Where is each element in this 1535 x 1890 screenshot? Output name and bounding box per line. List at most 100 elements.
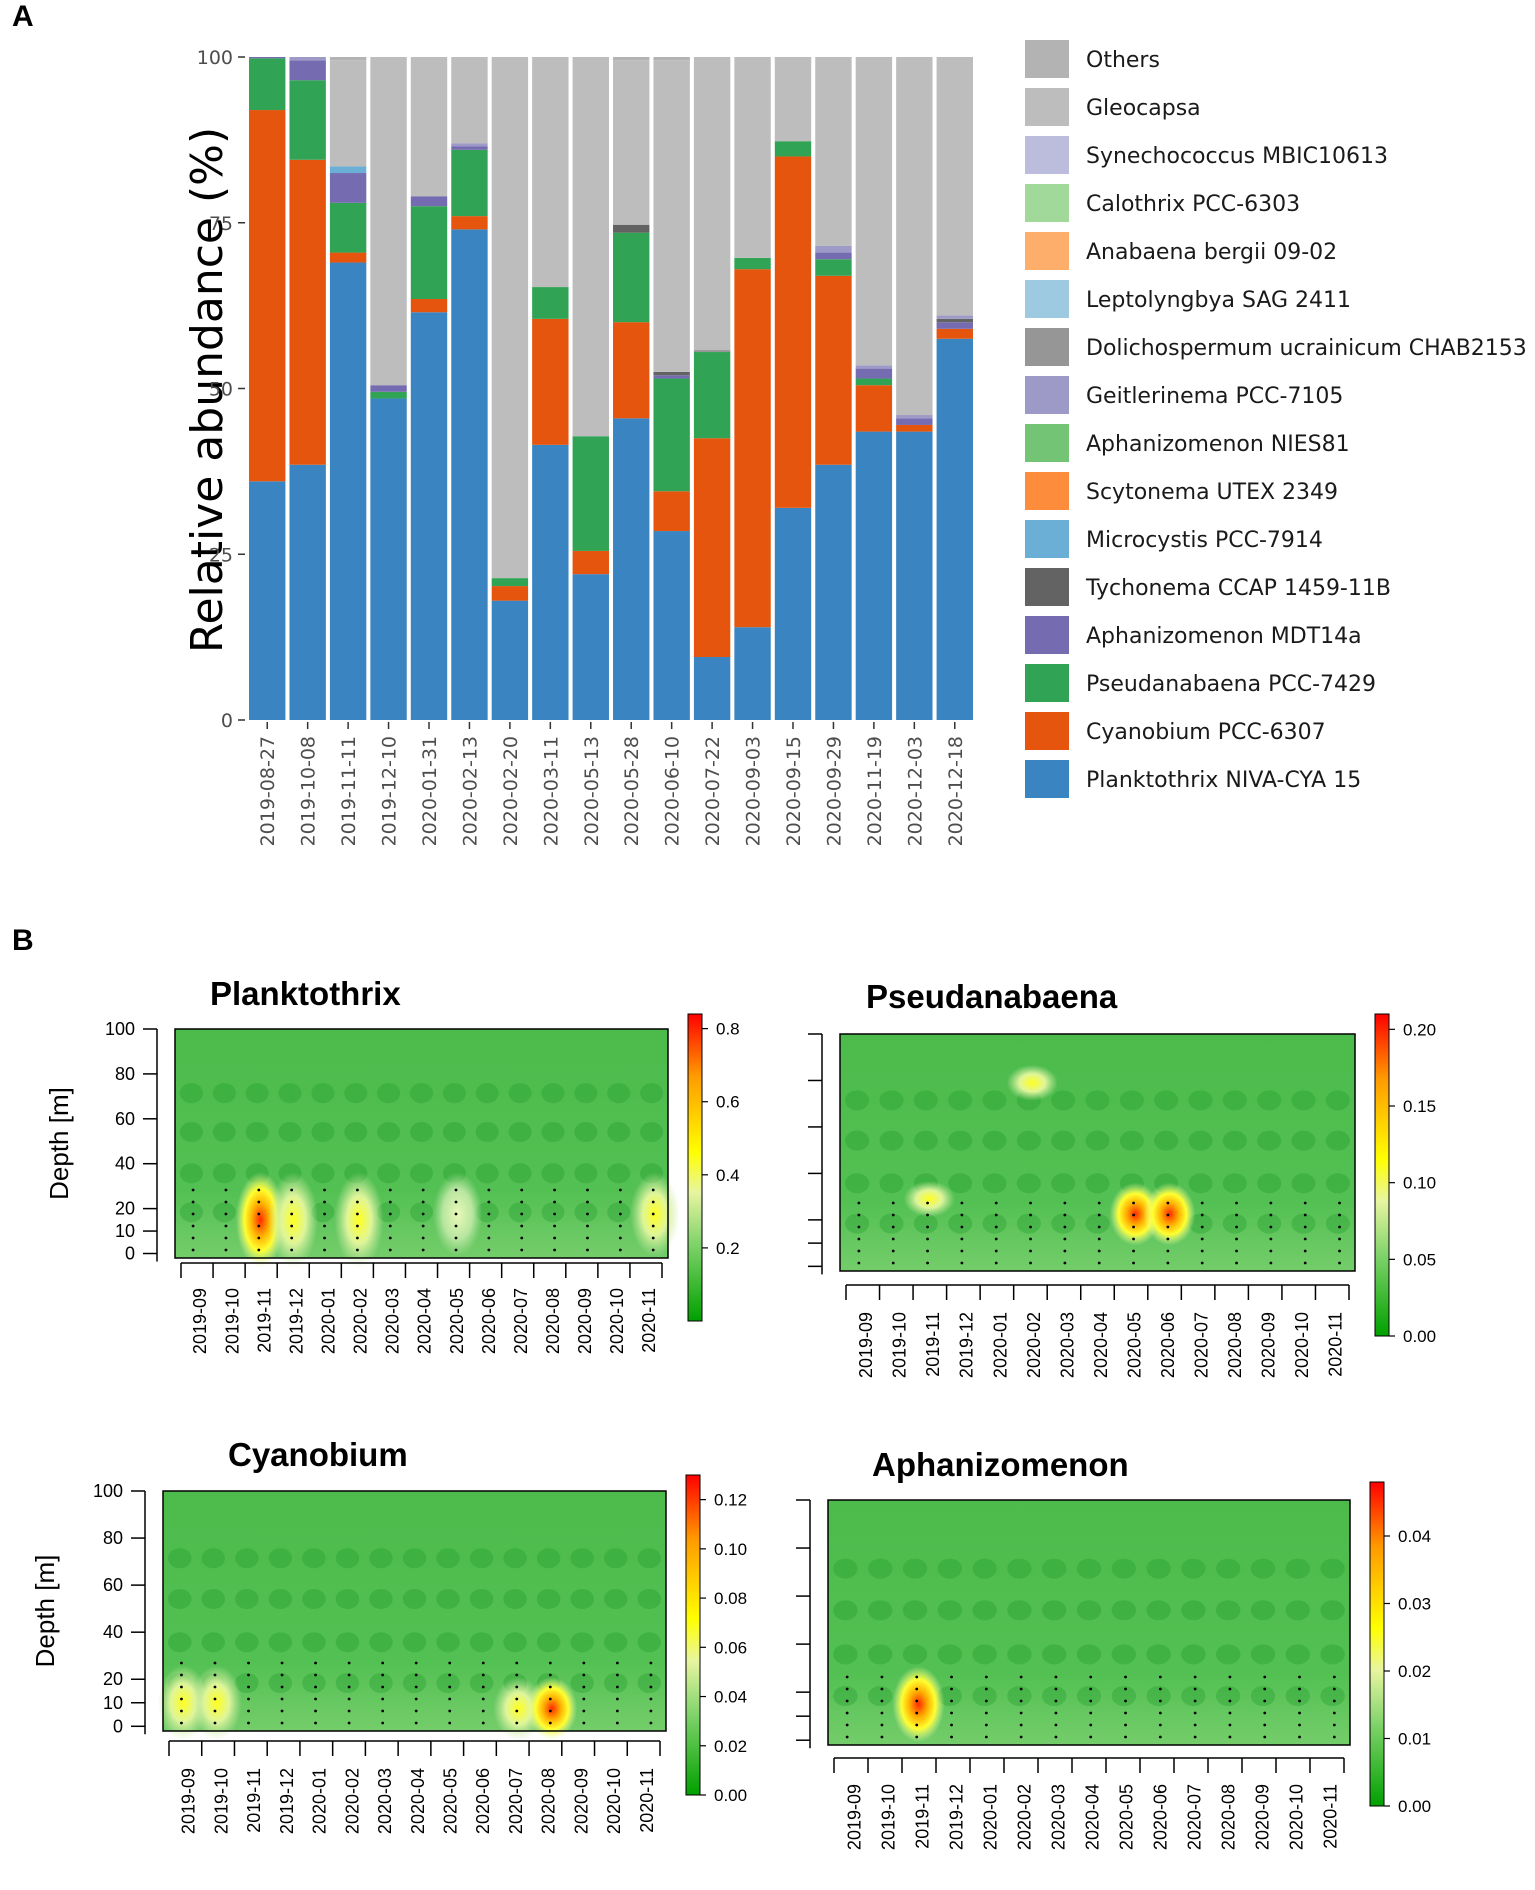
sample-dot: [926, 1249, 929, 1253]
sample-dot: [224, 1200, 228, 1204]
sample-dot: [548, 1709, 552, 1713]
sample-dot: [553, 1248, 557, 1252]
heatmap-cell: [541, 1163, 565, 1184]
heatmap-cell: [1257, 1213, 1282, 1234]
sample-dot: [487, 1224, 491, 1228]
legend-label: Microcystis PCC-7914: [1086, 528, 1323, 553]
heatmap-cell: [1042, 1558, 1067, 1579]
sample-dot: [356, 1212, 359, 1216]
x-tick-label: 2020-02: [1014, 1784, 1034, 1850]
heatmap-cell: [1181, 1600, 1206, 1621]
y-axis: 0 25 50 75 100: [197, 47, 245, 732]
heatmap-cell: [603, 1673, 628, 1693]
heatmap-cell: [1222, 1213, 1247, 1234]
heatmap-cell: [475, 1083, 499, 1104]
heatmap-cell: [1181, 1686, 1206, 1706]
sample-dot: [582, 1685, 586, 1689]
bar-segment: [734, 627, 771, 720]
sample-dot: [1097, 1261, 1101, 1265]
x-tick-label: 2020-05: [1116, 1784, 1136, 1850]
heatmap-cell: [1285, 1600, 1310, 1621]
heatmap-cell: [179, 1202, 203, 1223]
stacked-bar-chart: Relative abundance (%) 0 25 50 75 100 2019-0…: [182, 40, 1527, 846]
heatmap-field: [840, 1034, 1355, 1271]
bar-segment: [774, 57, 812, 142]
legend-label: Pseudanabaena PCC-7429: [1086, 672, 1376, 697]
sample-dot: [984, 1675, 988, 1679]
heatmap-cell: [1291, 1173, 1316, 1194]
heatmap-cell: [278, 1083, 302, 1104]
colorbar-tick-label: 0.20: [1403, 1020, 1436, 1039]
heatmap-cell: [235, 1589, 259, 1609]
sample-dot: [191, 1212, 195, 1216]
sample-dot: [1200, 1237, 1204, 1241]
bar-segment: [410, 206, 448, 299]
sample-dot: [586, 1236, 589, 1240]
x-tick-label: 2019-12: [277, 1768, 297, 1834]
sample-dot: [421, 1224, 425, 1228]
sample-dot: [247, 1673, 250, 1677]
legend-label: Planktothrix NIVA-CYA 15: [1086, 768, 1361, 793]
bar-segment: [936, 57, 973, 316]
x-tick-label: 2020-08: [543, 1288, 563, 1354]
sample-dot: [1089, 1687, 1093, 1691]
sample-dot: [1269, 1225, 1273, 1229]
sample-dot: [845, 1711, 849, 1715]
heatmap-cell: [603, 1548, 628, 1569]
sample-dot: [984, 1723, 988, 1727]
legend-swatch: [1025, 184, 1069, 222]
bar-segment: [370, 391, 407, 399]
x-tick-label: 2020-09: [571, 1768, 591, 1834]
sample-dot: [388, 1248, 392, 1252]
sample-dot: [950, 1711, 953, 1715]
legend-label: Synechococcus MBIC10613: [1086, 144, 1388, 169]
colorbar-tick-label: 0.08: [714, 1589, 747, 1608]
colorbar-tick-label: 0.04: [714, 1688, 747, 1707]
x-tick-label: 2019-12-10: [379, 736, 401, 846]
heatmap-hotspot: [268, 1172, 318, 1268]
sample-dot: [1132, 1201, 1135, 1205]
sample-dot: [960, 1249, 964, 1253]
sample-dot: [388, 1236, 392, 1240]
sample-dot: [1269, 1249, 1273, 1253]
sample-dot: [454, 1248, 458, 1252]
y-axis-title: Relative abundance (%): [182, 127, 233, 653]
x-tick-label: 2020-02: [1024, 1312, 1044, 1378]
bar-segment: [572, 574, 609, 720]
colorbar-gradient: [687, 1013, 703, 1322]
x-tick-label: 2020-12-03: [904, 736, 926, 846]
heatmap-cell: [982, 1130, 1007, 1151]
sample-dot: [247, 1697, 250, 1701]
sample-dot: [224, 1188, 228, 1192]
sample-dot: [548, 1721, 552, 1725]
sample-dot: [381, 1661, 385, 1665]
bar-segment: [289, 80, 326, 160]
sample-dot: [1193, 1735, 1197, 1739]
sample-dot: [224, 1212, 228, 1216]
heatmap-cell: [1250, 1686, 1276, 1706]
sample-dot: [926, 1213, 929, 1217]
x-tick-label: 2020-09-03: [743, 736, 765, 846]
heatmap-cell: [302, 1673, 326, 1693]
sample-dot: [586, 1224, 589, 1228]
bar-segment: [572, 57, 609, 437]
heatmap-x-axis: 2019-09 2019-10 2019-11 2019-12 2020-01 2020-…: [833, 1757, 1345, 1850]
sample-dot: [1029, 1201, 1032, 1205]
heatmap-cell: [436, 1589, 460, 1609]
x-tick-label: 2020-10: [604, 1768, 624, 1834]
x-tick-label: 2019-10: [890, 1312, 910, 1378]
bar-segment: [329, 252, 367, 263]
heatmap-hotspot: [892, 1666, 945, 1743]
sample-dot: [1193, 1675, 1197, 1679]
sample-dot: [845, 1699, 849, 1703]
bar-segment: [855, 365, 893, 369]
colorbar-tick-label: 0.01: [1398, 1730, 1431, 1749]
sample-dot: [487, 1248, 491, 1252]
heatmap-cell: [475, 1122, 499, 1143]
x-tick-label: 2020-07: [511, 1288, 531, 1354]
heatmap-hotspot: [191, 1665, 242, 1741]
sample-dot: [323, 1200, 326, 1204]
sample-dot: [1200, 1225, 1204, 1229]
